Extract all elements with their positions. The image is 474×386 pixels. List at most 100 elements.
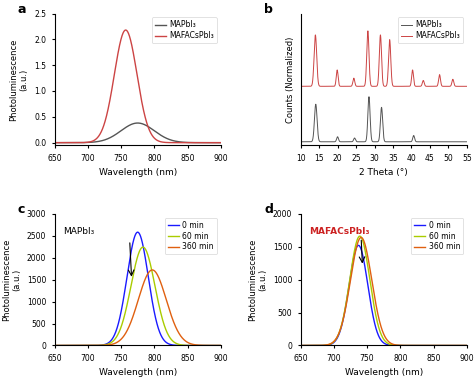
MAPbI₃	[406, 139, 411, 144]
360 min	[472, 343, 474, 348]
MAFACsPbI₃	[422, 82, 428, 87]
0 min	[132, 233, 138, 238]
Text: MAFACsPbI₃: MAFACsPbI₃	[309, 227, 369, 236]
MAFACsPbI₃	[226, 141, 231, 145]
Text: c: c	[18, 203, 25, 216]
0 min	[226, 343, 231, 348]
0 min	[437, 343, 442, 348]
360 min	[191, 342, 196, 347]
MAPbI₃	[447, 139, 452, 144]
MAFACsPbI₃	[48, 141, 54, 145]
MAPbI₃	[127, 123, 133, 127]
MAPbI₃	[191, 140, 196, 145]
0 min	[378, 338, 384, 343]
60 min	[140, 245, 146, 249]
MAPbI₃	[231, 141, 237, 145]
60 min	[38, 343, 44, 348]
MAPbI₃	[132, 121, 138, 125]
MAFACsPbI₃	[123, 28, 128, 32]
X-axis label: Wavelength (nm): Wavelength (nm)	[99, 168, 177, 177]
Text: b: b	[264, 3, 273, 16]
Line: 0 min: 0 min	[41, 232, 234, 345]
60 min	[437, 343, 442, 348]
Text: a: a	[18, 3, 27, 16]
60 min	[226, 343, 231, 348]
Legend: 0 min, 60 min, 360 min: 0 min, 60 min, 360 min	[411, 218, 463, 254]
360 min	[149, 267, 155, 272]
MAPbI₃	[298, 139, 303, 144]
60 min	[472, 343, 474, 348]
MAFACsPbI₃	[231, 141, 237, 145]
Y-axis label: Photoluminescence
(a.u.): Photoluminescence (a.u.)	[248, 239, 267, 321]
60 min	[284, 343, 290, 348]
360 min	[284, 343, 290, 348]
MAFACsPbI₃	[406, 84, 411, 89]
60 min	[294, 343, 300, 348]
360 min	[472, 343, 474, 348]
Line: 60 min: 60 min	[287, 236, 474, 345]
MAFACsPbI₃	[38, 141, 44, 145]
0 min	[127, 256, 133, 261]
60 min	[127, 289, 133, 294]
60 min	[48, 343, 54, 348]
360 min	[437, 343, 442, 348]
MAPbI₃	[328, 139, 334, 144]
MAPbI₃	[366, 95, 372, 99]
360 min	[378, 325, 384, 330]
0 min	[472, 343, 474, 348]
X-axis label: Wavelength (nm): Wavelength (nm)	[99, 368, 177, 378]
MAFACsPbI₃	[328, 84, 334, 89]
MAFACsPbI₃	[298, 84, 303, 89]
MAPbI₃	[226, 141, 231, 145]
Line: 360 min: 360 min	[41, 270, 234, 345]
0 min	[38, 343, 44, 348]
0 min	[356, 243, 361, 248]
X-axis label: 2 Theta (°): 2 Theta (°)	[359, 168, 408, 177]
0 min	[284, 343, 290, 348]
0 min	[231, 343, 237, 348]
Line: MAPbI₃: MAPbI₃	[41, 123, 234, 143]
Y-axis label: Counts (Normalized): Counts (Normalized)	[286, 36, 295, 123]
360 min	[38, 343, 44, 348]
360 min	[132, 308, 138, 313]
Text: MAPbI₃: MAPbI₃	[63, 227, 94, 236]
X-axis label: Wavelength (nm): Wavelength (nm)	[345, 368, 423, 378]
0 min	[294, 343, 300, 348]
Line: MAFACsPbI₃: MAFACsPbI₃	[41, 30, 234, 143]
MAPbI₃	[464, 139, 470, 144]
MAPbI₃	[361, 139, 367, 144]
60 min	[231, 343, 237, 348]
360 min	[127, 322, 133, 327]
0 min	[135, 230, 140, 235]
0 min	[191, 343, 196, 348]
MAFACsPbI₃	[398, 84, 403, 89]
MAFACsPbI₃	[191, 141, 196, 145]
Line: MAPbI₃: MAPbI₃	[301, 97, 467, 142]
360 min	[231, 343, 237, 348]
0 min	[48, 343, 54, 348]
MAPbI₃	[48, 141, 54, 145]
MAPbI₃	[38, 141, 44, 145]
360 min	[226, 343, 231, 348]
360 min	[373, 303, 379, 308]
MAFACsPbI₃	[132, 61, 138, 65]
MAFACsPbI₃	[435, 83, 440, 88]
60 min	[373, 314, 379, 319]
360 min	[358, 235, 364, 240]
Text: d: d	[264, 203, 273, 216]
MAPbI₃	[422, 139, 428, 144]
Line: 0 min: 0 min	[287, 245, 474, 345]
60 min	[132, 264, 138, 269]
MAFACsPbI₃	[226, 141, 231, 145]
MAPbI₃	[435, 139, 440, 144]
60 min	[357, 234, 363, 239]
Line: 60 min: 60 min	[41, 247, 234, 345]
60 min	[226, 343, 231, 348]
60 min	[191, 343, 196, 348]
60 min	[472, 343, 474, 348]
60 min	[378, 332, 384, 337]
Line: 360 min: 360 min	[287, 237, 474, 345]
Y-axis label: Photoluminescence
(a.u.): Photoluminescence (a.u.)	[2, 239, 21, 321]
MAPbI₃	[398, 139, 403, 144]
MAFACsPbI₃	[127, 36, 133, 40]
